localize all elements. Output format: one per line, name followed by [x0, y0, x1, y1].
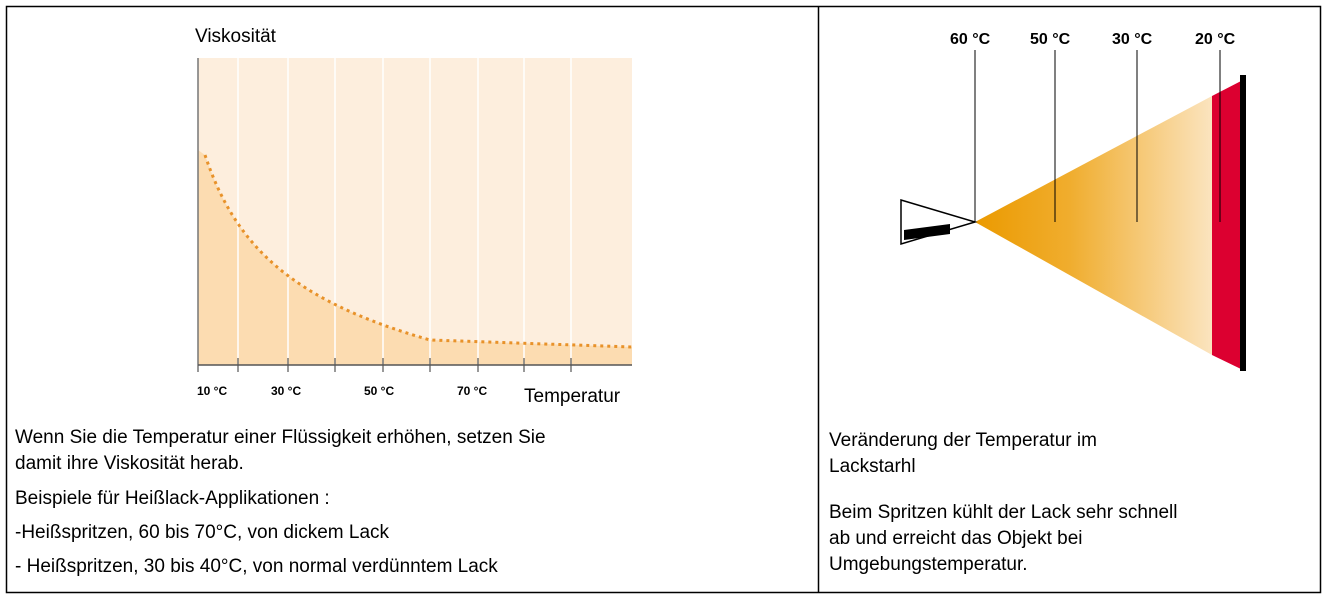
paragraph-line: Umgebungstemperatur.	[829, 555, 1028, 574]
object	[1240, 75, 1246, 371]
page: {"left": {"chart": {"y_label": "Viskosit…	[0, 0, 1328, 599]
paragraph-line: Lackstarhl	[829, 457, 916, 476]
spray-cone	[975, 96, 1212, 355]
temperature-label: 30 °C	[1112, 31, 1153, 48]
paragraph-line: damit ihre Viskosität herab.	[15, 454, 244, 473]
x-tick-label: 50 °C	[364, 384, 394, 398]
y-axis-label: Viskosität	[195, 27, 276, 46]
paragraph-line: - Heißspritzen, 30 bis 40°C, von normal …	[15, 557, 498, 576]
x-tick-label: 70 °C	[457, 384, 487, 398]
x-tick-label: 10 °C	[197, 384, 227, 398]
temperature-label: 20 °C	[1195, 31, 1236, 48]
paragraph-line: Veränderung der Temperatur im	[829, 431, 1097, 450]
temperature-label: 60 °C	[950, 31, 991, 48]
paragraph-line: Beispiele für Heißlack-Applikationen :	[15, 489, 330, 508]
paragraph-line: ab und erreicht das Objekt bei	[829, 529, 1083, 548]
paragraph-line: Beim Spritzen kühlt der Lack sehr schnel…	[829, 503, 1178, 522]
viscosity-chart: 10 °C 30 °C 50 °C 70 °C	[197, 58, 632, 398]
temperature-label: 50 °C	[1030, 31, 1071, 48]
x-tick-label: 30 °C	[271, 384, 301, 398]
object-surface	[1212, 80, 1243, 370]
paragraph-line: -Heißspritzen, 60 bis 70°C, von dickem L…	[15, 523, 389, 542]
spray-diagram: 60 °C 50 °C 30 °C 20 °C	[901, 31, 1246, 371]
paragraph-line: Wenn Sie die Temperatur einer Flüssigkei…	[15, 428, 546, 447]
x-axis-label: Temperatur	[524, 387, 620, 406]
